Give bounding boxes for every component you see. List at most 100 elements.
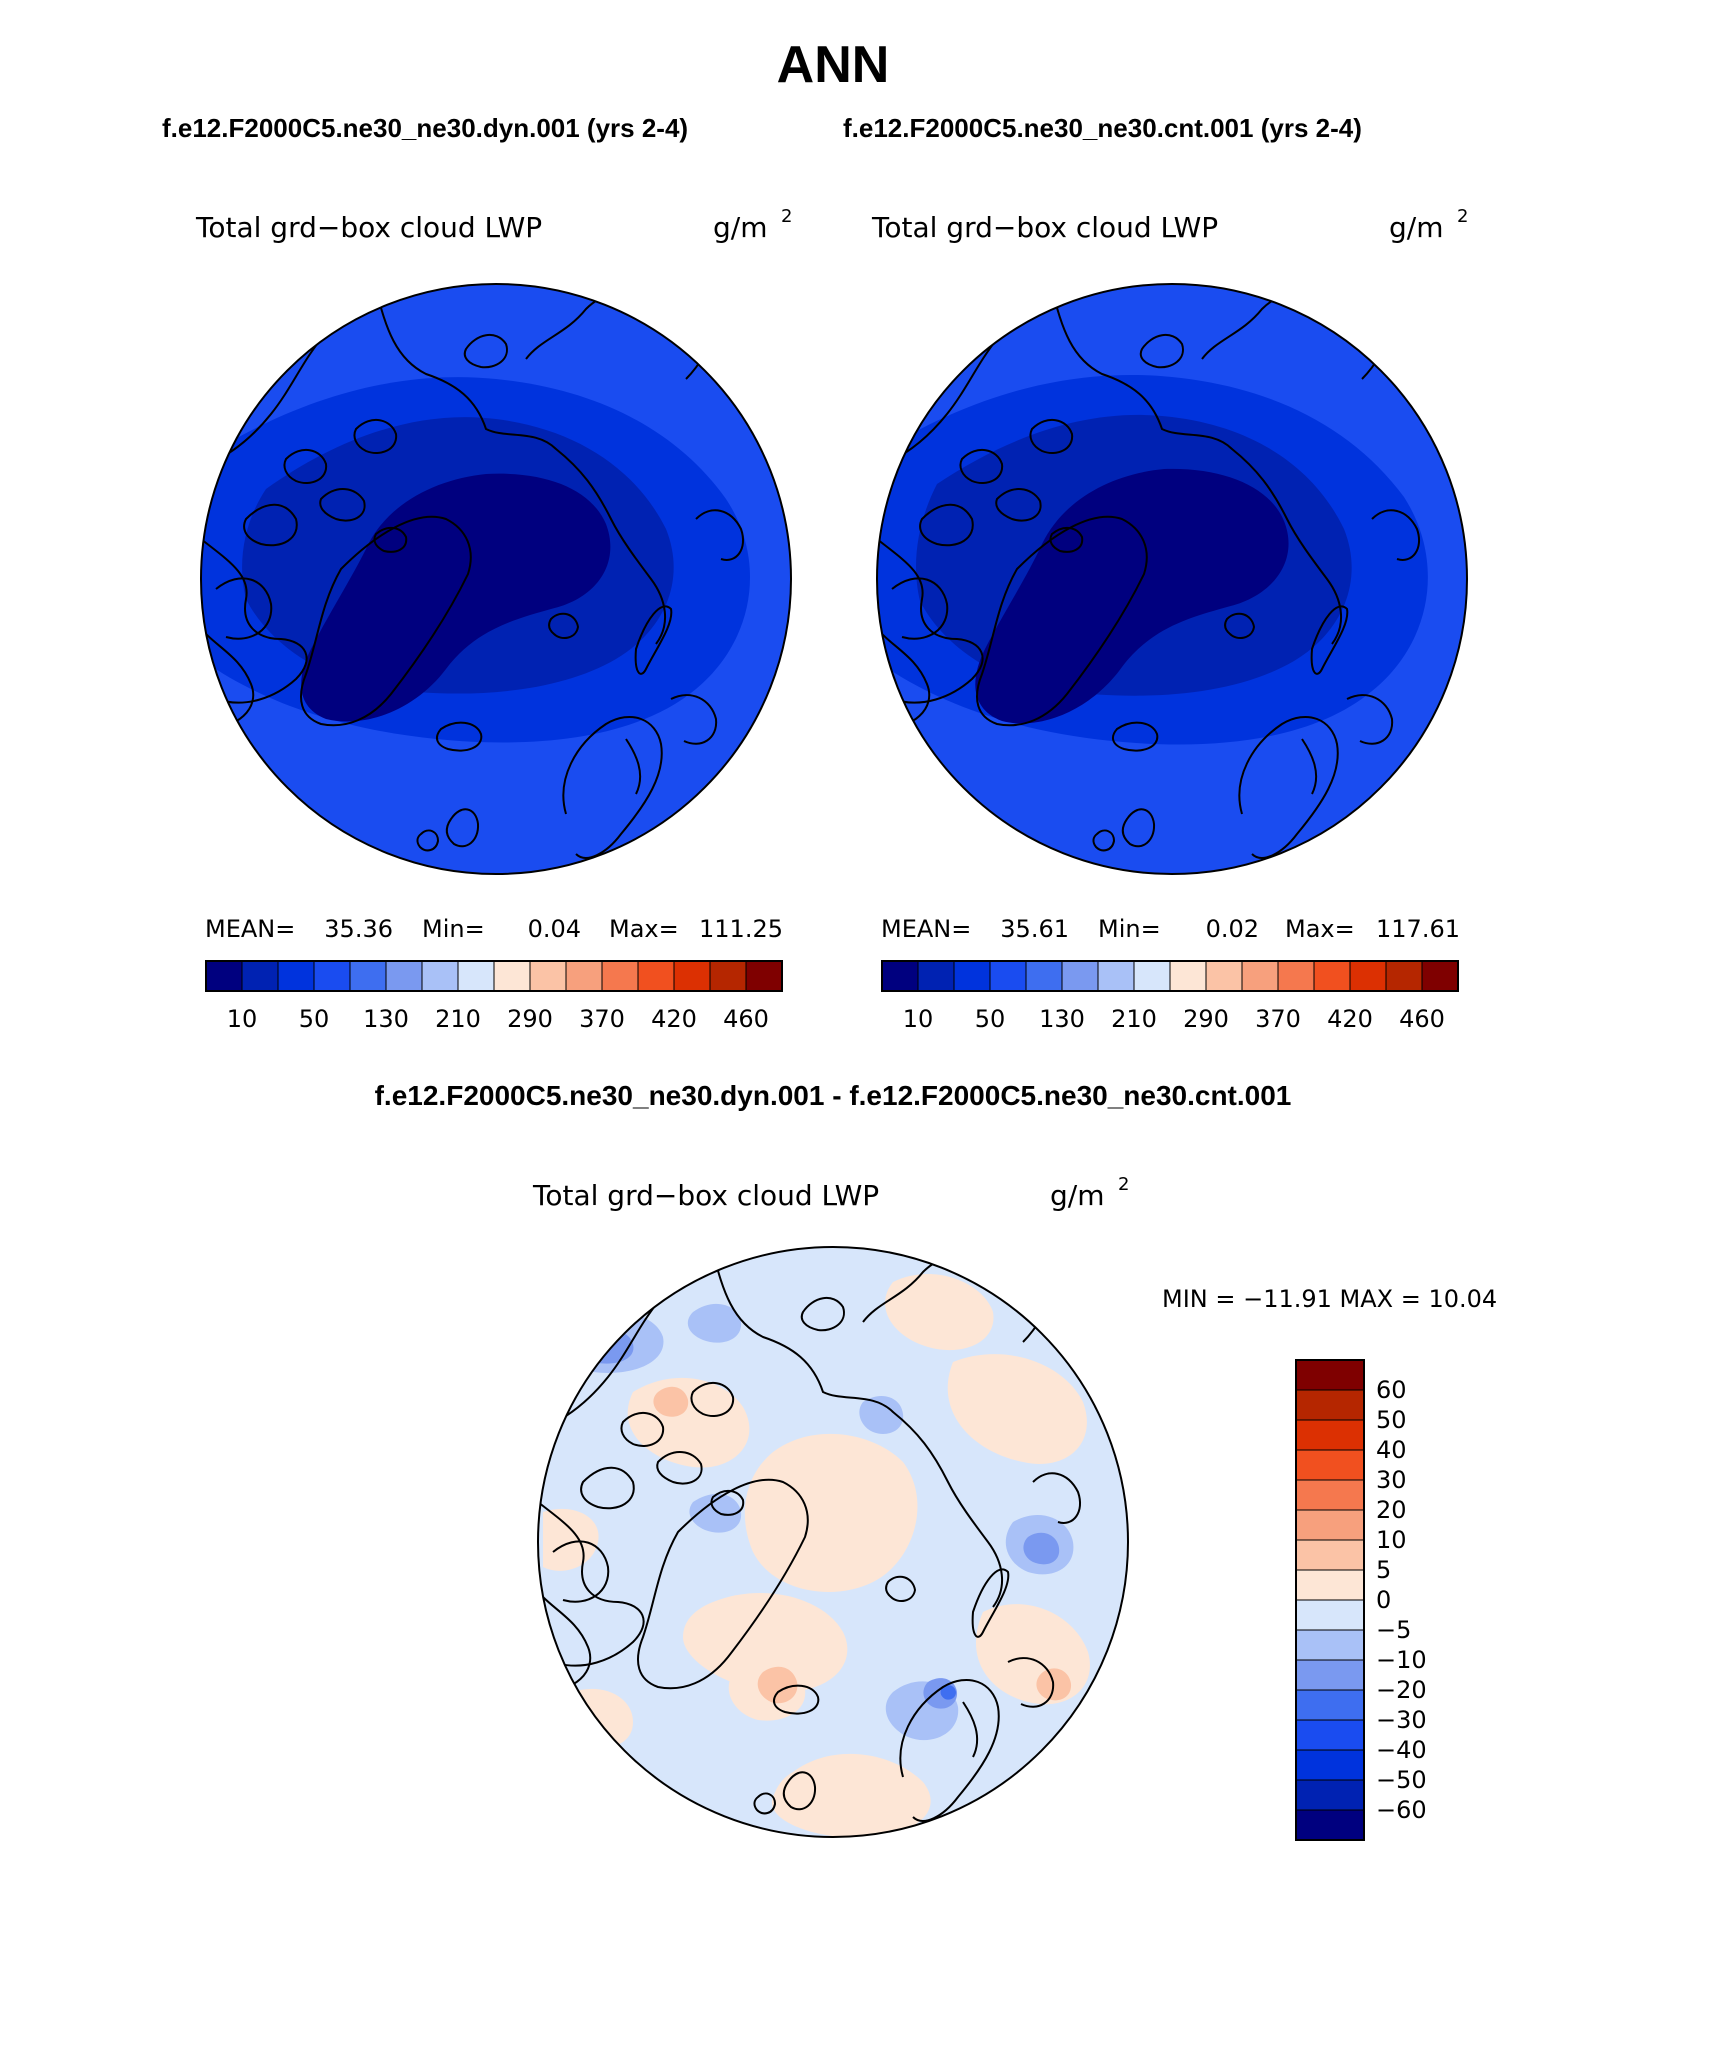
- panel-cnt-map-border: [876, 283, 1468, 875]
- difference-colorbar-outline: [1295, 1359, 1365, 1841]
- panel-dyn-variable: Total grd−box cloud LWP: [195, 211, 542, 244]
- panel-dyn-colorbar-box: [313, 960, 351, 992]
- panel-cnt-colorbar-labels: 10 50 130 210 290 370 420 460: [903, 1005, 1445, 1033]
- panel-cnt-units: g/m: [1389, 211, 1443, 244]
- panel-cnt-max: 117.61: [1376, 915, 1460, 943]
- difference-colorbar: [1295, 1359, 1365, 1841]
- panel-cnt-colorbar-label: 50: [975, 1005, 1006, 1033]
- panel-cnt-colorbar-box: [917, 960, 955, 992]
- panel-cnt-map: [877, 284, 1467, 874]
- difference-colorbar-box: [1295, 1749, 1365, 1781]
- panel-cnt-colorbar-label: 370: [1255, 1005, 1301, 1033]
- panel-cnt-colorbar-box: [1061, 960, 1099, 992]
- difference-colorbar-label: −50: [1376, 1766, 1427, 1794]
- panel-cnt-colorbar-outline: [881, 960, 1459, 992]
- difference-colorbar-label: 50: [1376, 1406, 1407, 1434]
- panel-dyn-colorbar-box: [709, 960, 747, 992]
- panel-dyn-colorbar-box: [529, 960, 567, 992]
- panel-dyn-colorbar-box: [241, 960, 279, 992]
- panel-dyn-colorbar-label: 370: [579, 1005, 625, 1033]
- panel-cnt-mean: 35.61: [1000, 915, 1069, 943]
- panel-dyn-colorbar-outline: [205, 960, 783, 992]
- panel-dyn-colorbar-box: [745, 960, 783, 992]
- panel-dyn: Total grd−box cloud LWP g/m 2 MEAN= 35.3…: [195, 206, 792, 1033]
- difference-colorbar-label: −30: [1376, 1706, 1427, 1734]
- panel-dyn-max-label: Max=: [609, 915, 679, 943]
- panel-dyn-min: 0.04: [528, 915, 581, 943]
- panel-dyn-colorbar-box: [457, 960, 495, 992]
- panel-cnt-colorbar-box: [1097, 960, 1135, 992]
- panel-dyn-colorbar-box: [565, 960, 603, 992]
- panel-cnt-variable: Total grd−box cloud LWP: [871, 211, 1218, 244]
- panel-cnt-colorbar-box: [1133, 960, 1171, 992]
- panel-cnt-colorbar-box: [1241, 960, 1279, 992]
- panel-dyn-map-border: [200, 283, 792, 875]
- panel-dyn-colorbar-box: [493, 960, 531, 992]
- panel-dyn-colorbar-box: [205, 960, 243, 992]
- panel-dyn-colorbar-label: 10: [227, 1005, 258, 1033]
- panel-dyn-colorbar-labels: 10 50 130 210 290 370 420 460: [227, 1005, 769, 1033]
- difference-colorbar-box: [1295, 1629, 1365, 1661]
- panel-cnt-colorbar-box: [881, 960, 919, 992]
- panel-dyn-max: 111.25: [699, 915, 783, 943]
- panel-dyn-colorbar-box: [277, 960, 315, 992]
- difference-colorbar-label: 5: [1376, 1556, 1391, 1584]
- difference-colorbar-box: [1295, 1659, 1365, 1691]
- difference-colorbar-label: −20: [1376, 1676, 1427, 1704]
- panel-cnt-colorbar-box: [1313, 960, 1351, 992]
- panel-dyn-min-label: Min=: [422, 915, 485, 943]
- panel-dyn-colorbar-label: 290: [507, 1005, 553, 1033]
- difference-colorbar-label: 10: [1376, 1526, 1407, 1554]
- difference-colorbar-box: [1295, 1809, 1365, 1841]
- panel-cnt-colorbar-label: 210: [1111, 1005, 1157, 1033]
- difference-colorbar-box: [1295, 1599, 1365, 1631]
- difference-colorbar-box: [1295, 1689, 1365, 1721]
- panel-dyn-colorbar-label: 210: [435, 1005, 481, 1033]
- panel-difference: Total grd−box cloud LWP g/m 2: [532, 1174, 1497, 1841]
- panel-cnt-max-label: Max=: [1285, 915, 1355, 943]
- panel-dyn-colorbar-box: [673, 960, 711, 992]
- panel-cnt-colorbar-box: [953, 960, 991, 992]
- panel-cnt-colorbar-label: 420: [1327, 1005, 1373, 1033]
- difference-colorbar-box: [1295, 1539, 1365, 1571]
- panel-dyn-colorbar: [205, 960, 783, 992]
- difference-colorbar-label: −5: [1376, 1616, 1411, 1644]
- difference-map: [538, 1247, 1128, 1837]
- difference-colorbar-box: [1295, 1449, 1365, 1481]
- panel-dyn-colorbar-label: 420: [651, 1005, 697, 1033]
- difference-colorbar-label: 40: [1376, 1436, 1407, 1464]
- difference-units-exp: 2: [1118, 1174, 1129, 1195]
- panel-dyn-colorbar-label: 130: [363, 1005, 409, 1033]
- panel-cnt-colorbar-label: 10: [903, 1005, 934, 1033]
- difference-colorbar-label: 0: [1376, 1586, 1391, 1614]
- panel-dyn-colorbar-label: 460: [723, 1005, 769, 1033]
- panel-cnt: Total grd−box cloud LWP g/m 2 MEAN= 35.6…: [871, 206, 1468, 1033]
- panel-dyn-colorbar-box: [421, 960, 459, 992]
- difference-colorbar-label: −40: [1376, 1736, 1427, 1764]
- panel-cnt-colorbar-box: [1025, 960, 1063, 992]
- difference-units: g/m: [1050, 1179, 1104, 1212]
- difference-header: f.e12.F2000C5.ne30_ne30.dyn.001 - f.e12.…: [375, 1080, 1292, 1111]
- panel-cnt-colorbar-box: [1421, 960, 1459, 992]
- panel-cnt-colorbar-label: 130: [1039, 1005, 1085, 1033]
- panel-cnt-colorbar-box: [1205, 960, 1243, 992]
- panel-dyn-map: [201, 284, 791, 874]
- panel-cnt-colorbar: [881, 960, 1459, 992]
- panel-cnt-mean-label: MEAN=: [881, 915, 971, 943]
- panel-cnt-colorbar-box: [989, 960, 1027, 992]
- panel-dyn-mean: 35.36: [324, 915, 393, 943]
- difference-colorbar-box: [1295, 1569, 1365, 1601]
- difference-colorbar-box: [1295, 1479, 1365, 1511]
- panel-dyn-units: g/m: [713, 211, 767, 244]
- panel-cnt-colorbar-box: [1349, 960, 1387, 992]
- difference-colorbar-box: [1295, 1419, 1365, 1451]
- case-header-left: f.e12.F2000C5.ne30_ne30.dyn.001 (yrs 2-4…: [162, 113, 688, 143]
- difference-colorbar-box: [1295, 1779, 1365, 1811]
- panel-dyn-colorbar-box: [385, 960, 423, 992]
- panel-cnt-colorbar-box: [1169, 960, 1207, 992]
- panel-cnt-colorbar-box: [1385, 960, 1423, 992]
- panel-dyn-colorbar-box: [601, 960, 639, 992]
- panel-cnt-min: 0.02: [1206, 915, 1259, 943]
- difference-minmax: MIN = −11.91 MAX = 10.04: [1162, 1285, 1497, 1313]
